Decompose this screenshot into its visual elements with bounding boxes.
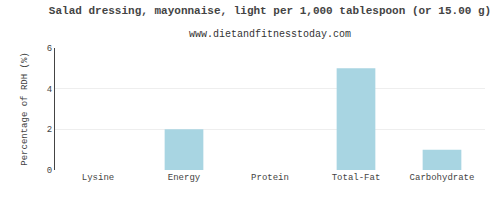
svg-text:Energy: Energy <box>168 173 201 183</box>
svg-text:Total-Fat: Total-Fat <box>332 173 381 183</box>
svg-text:Carbohydrate: Carbohydrate <box>410 173 475 183</box>
svg-text:6: 6 <box>47 44 52 54</box>
svg-text:0: 0 <box>47 166 52 176</box>
svg-text:Salad dressing, mayonnaise, li: Salad dressing, mayonnaise, light per 1,… <box>49 5 491 17</box>
svg-text:Protein: Protein <box>251 173 289 183</box>
svg-text:Lysine: Lysine <box>82 173 114 183</box>
svg-text:Percentage of RDH (%): Percentage of RDH (%) <box>20 52 30 165</box>
svg-text:www.dietandfitnesstoday.com: www.dietandfitnesstoday.com <box>189 29 351 40</box>
svg-text:4: 4 <box>47 85 52 95</box>
svg-text:2: 2 <box>47 125 52 135</box>
